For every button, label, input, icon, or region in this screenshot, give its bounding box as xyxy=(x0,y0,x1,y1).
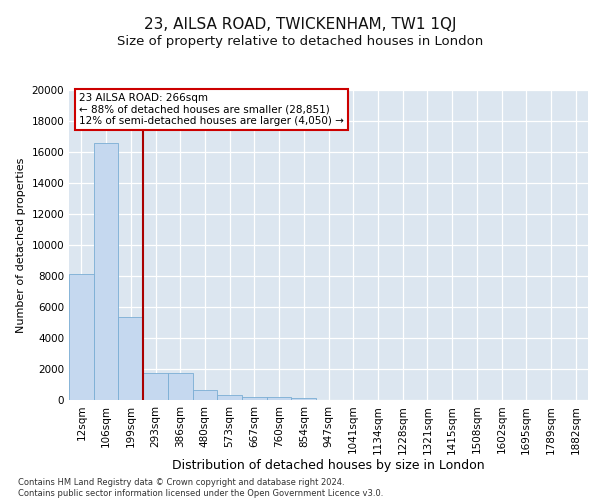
Text: 23, AILSA ROAD, TWICKENHAM, TW1 1QJ: 23, AILSA ROAD, TWICKENHAM, TW1 1QJ xyxy=(144,18,456,32)
Text: 23 AILSA ROAD: 266sqm
← 88% of detached houses are smaller (28,851)
12% of semi-: 23 AILSA ROAD: 266sqm ← 88% of detached … xyxy=(79,93,344,126)
Bar xyxy=(242,396,267,400)
Bar xyxy=(168,373,193,400)
Bar xyxy=(292,398,316,400)
Y-axis label: Number of detached properties: Number of detached properties xyxy=(16,158,26,332)
Bar xyxy=(69,274,94,400)
Bar xyxy=(94,142,118,400)
Bar xyxy=(267,398,292,400)
Bar xyxy=(143,373,168,400)
Text: Size of property relative to detached houses in London: Size of property relative to detached ho… xyxy=(117,35,483,48)
X-axis label: Distribution of detached houses by size in London: Distribution of detached houses by size … xyxy=(172,459,485,472)
Bar xyxy=(118,317,143,400)
Bar xyxy=(193,390,217,400)
Text: Contains HM Land Registry data © Crown copyright and database right 2024.
Contai: Contains HM Land Registry data © Crown c… xyxy=(18,478,383,498)
Bar xyxy=(217,395,242,400)
